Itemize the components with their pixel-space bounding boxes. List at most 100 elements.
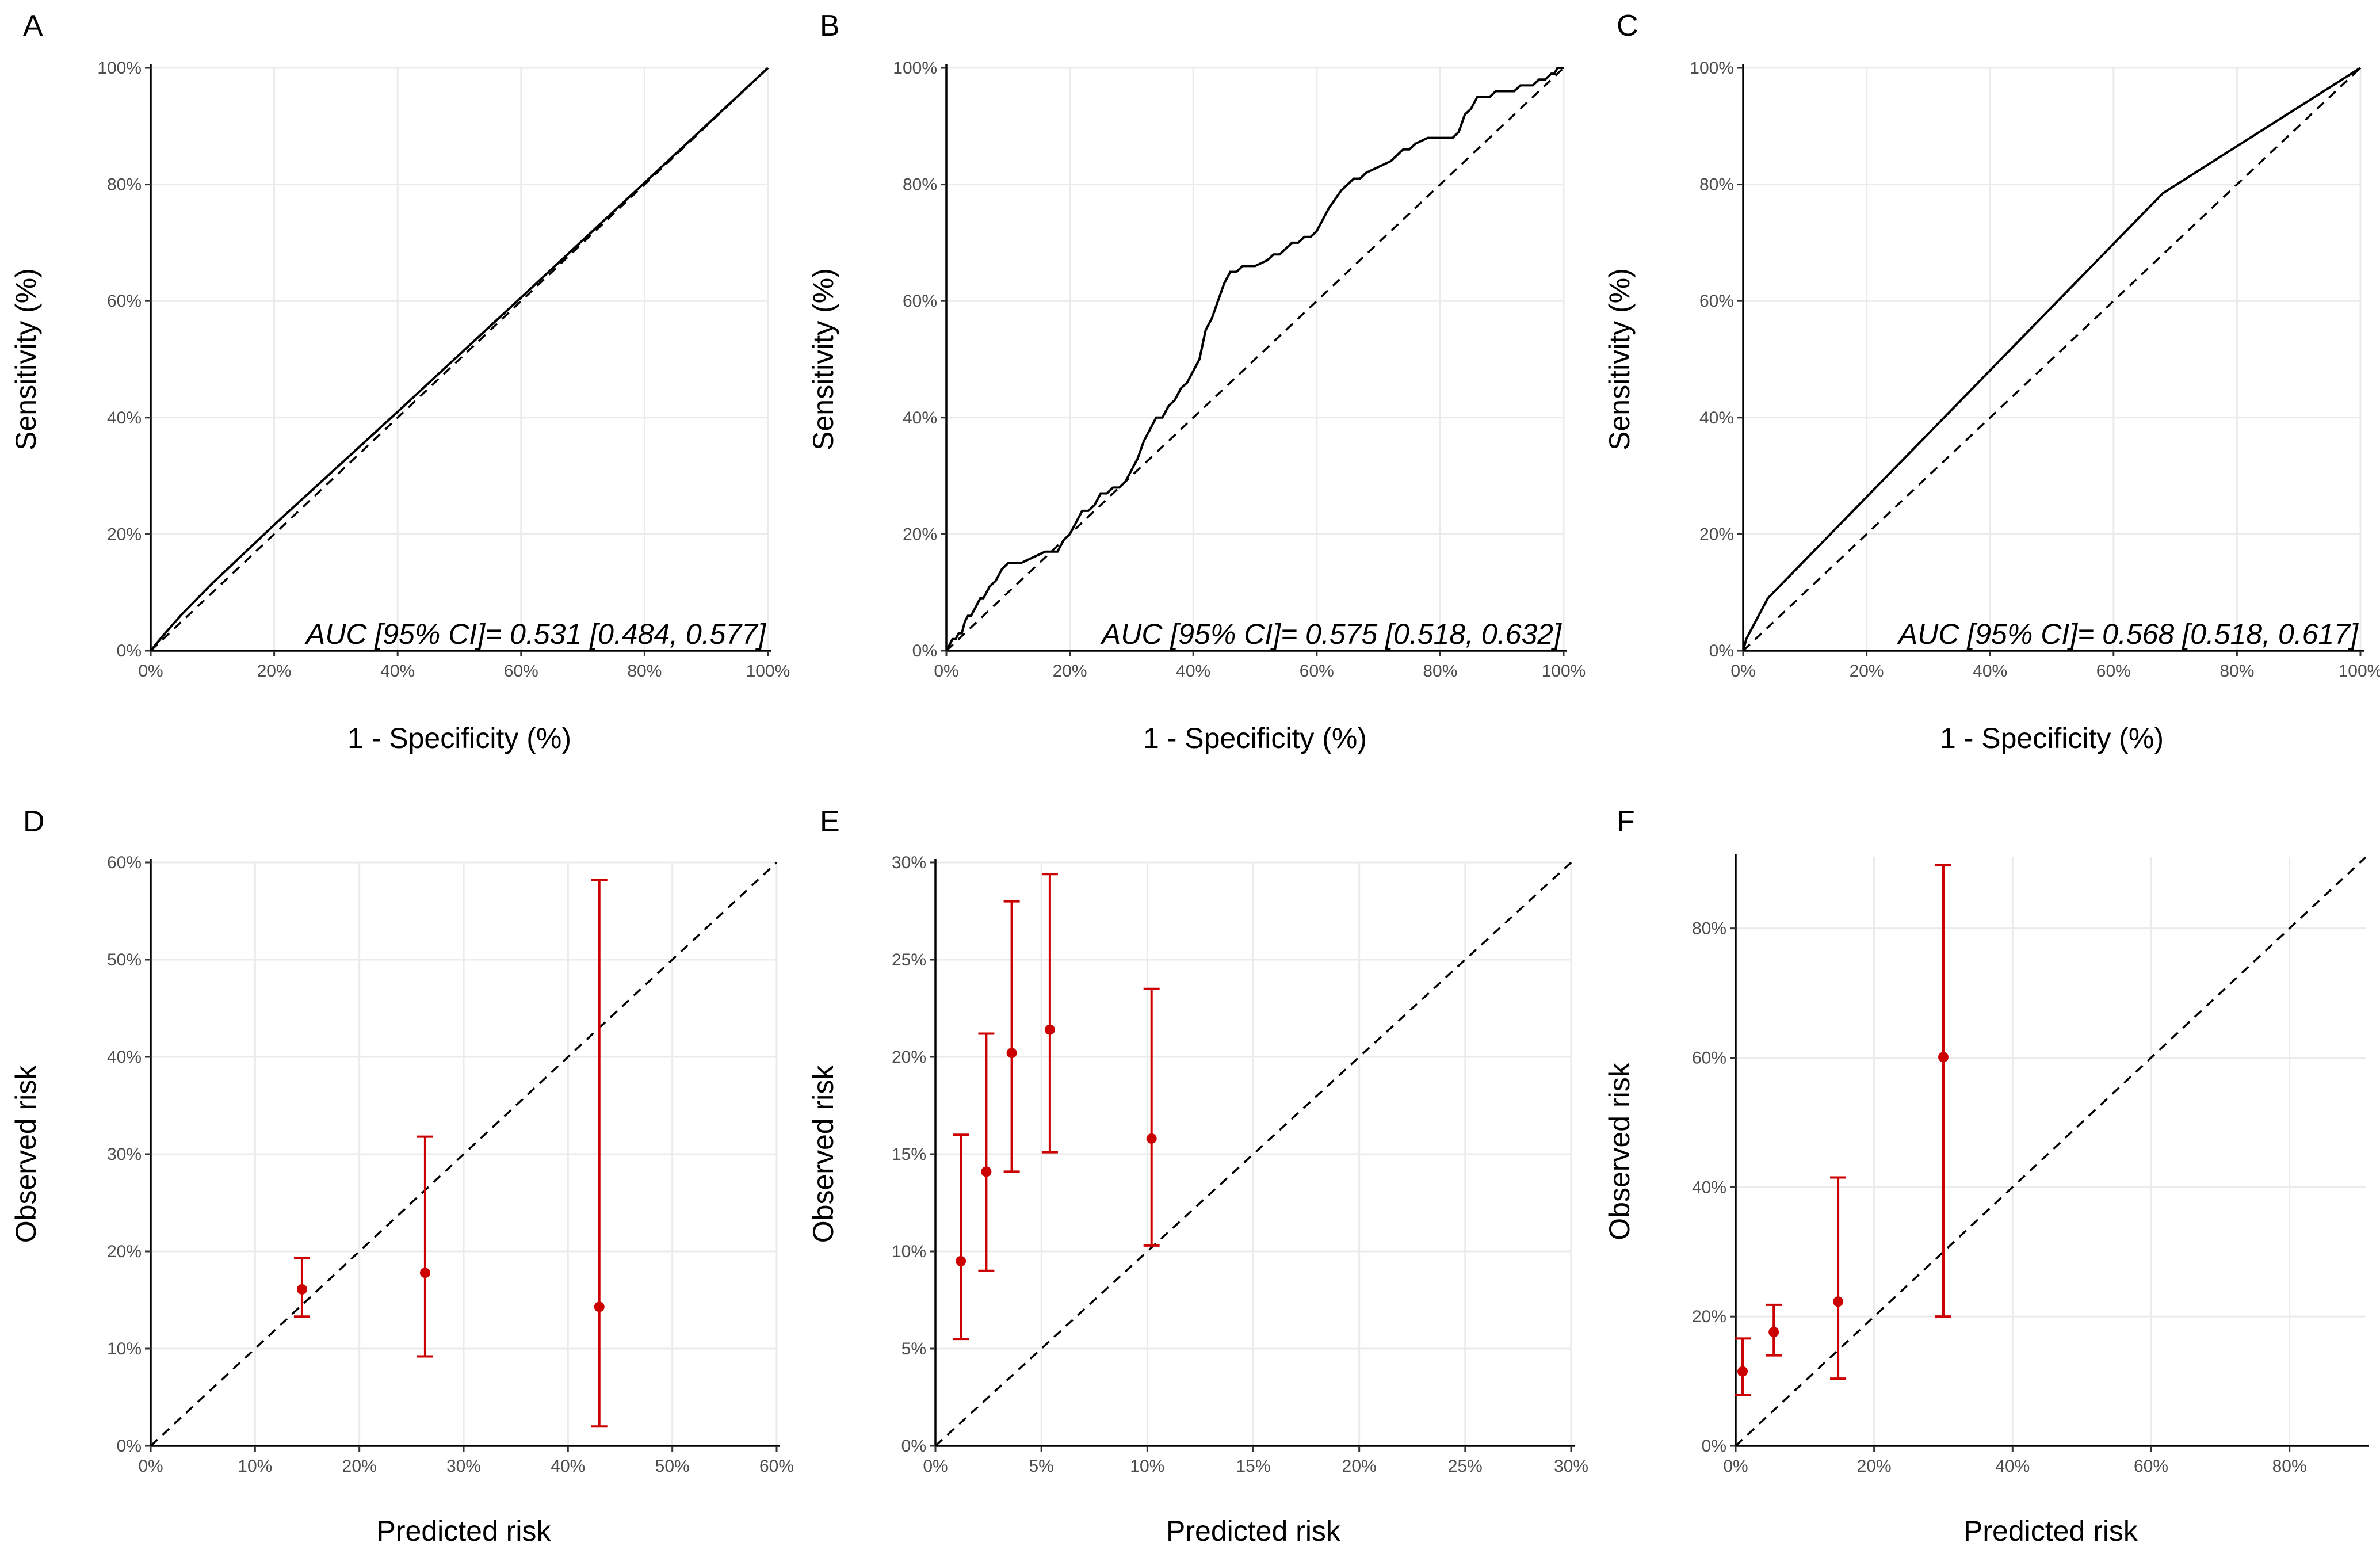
panel-f-point-1 bbox=[1766, 1303, 1782, 1357]
panel-a-x-tick-label-2: 40% bbox=[380, 662, 415, 681]
panel-f-point-3 bbox=[1935, 864, 1951, 1318]
panel-d-y-axis-title: Observed risk bbox=[10, 1065, 42, 1243]
panel-a-y-axis-title: Sensitivity (%) bbox=[10, 268, 42, 451]
panel-b-x-axis-title: 1 - Specificity (%) bbox=[1143, 722, 1367, 754]
panel-f-x-tick-label-3: 60% bbox=[2134, 1457, 2168, 1476]
panel-b-y-tick-label-4: 80% bbox=[903, 175, 937, 194]
panel-a-y-tick-label-5: 100% bbox=[97, 59, 142, 78]
panel-c-reference-line bbox=[1742, 67, 2362, 652]
panel-c-y-tick-label-1: 20% bbox=[1699, 525, 1734, 544]
panel-d-x-tick-label-0: 0% bbox=[138, 1457, 163, 1476]
panel-c-y-tick-label-4: 80% bbox=[1699, 175, 1734, 194]
panel-b-y-axis-title: Sensitivity (%) bbox=[807, 268, 839, 451]
panel-c-x-tick-label-0: 0% bbox=[1730, 662, 1755, 681]
panel-e-y-tick-label-5: 25% bbox=[892, 950, 926, 969]
panel-a-label: A bbox=[23, 9, 43, 43]
panel-c-y-tick-label-5: 100% bbox=[1690, 59, 1734, 78]
panel-b-y-tick-label-5: 100% bbox=[893, 59, 937, 78]
panel-c-roc-curve bbox=[1742, 67, 2362, 651]
panel-a-x-tick-label-1: 20% bbox=[257, 662, 292, 681]
panel-d-point-2 bbox=[591, 879, 608, 1428]
panel-a-reference-line bbox=[150, 67, 769, 652]
panel-d-x-tick-label-2: 20% bbox=[342, 1457, 377, 1476]
panel-f-y-tick-label-3: 60% bbox=[1692, 1048, 1726, 1067]
panel-e-x-tick-label-1: 5% bbox=[1029, 1457, 1053, 1476]
panel-b-x-tick-label-2: 40% bbox=[1176, 662, 1210, 681]
panel-f-y-tick-label-4: 80% bbox=[1692, 919, 1726, 938]
panel-d-y-tick-label-5: 50% bbox=[107, 950, 142, 969]
panel-c: 0% 20% 40% 60% 80% 100% 0% 20% 40% 60% 80% 100% AUC … bbox=[1603, 9, 2380, 754]
panel-c-x-tick-label-3: 60% bbox=[2096, 662, 2131, 681]
panel-b-reference-line bbox=[945, 67, 1565, 652]
panel-a: 0% 20% 40% 60% 80% 100% 0% 20% 40% 60% 80% 100% AUC … bbox=[10, 9, 790, 754]
panel-a-x-tick-label-4: 80% bbox=[627, 662, 662, 681]
panel-d-y-tick-label-4: 40% bbox=[107, 1048, 142, 1067]
panel-e-y-tick-label-1: 5% bbox=[901, 1339, 926, 1358]
panel-f-marker-0 bbox=[1737, 1366, 1748, 1377]
panel-f-x-axis-title: Predicted risk bbox=[1963, 1515, 2138, 1547]
panel-d-label: D bbox=[23, 805, 45, 838]
panel-e-point-0 bbox=[953, 1133, 969, 1341]
panel-c-x-tick-label-4: 80% bbox=[2219, 662, 2254, 681]
panel-f-x-tick-label-2: 40% bbox=[1995, 1457, 2030, 1476]
panel-d-y-tick-label-0: 0% bbox=[117, 1437, 142, 1456]
panel-e-point-3 bbox=[1041, 873, 1058, 1154]
panel-e-x-tick-label-6: 30% bbox=[1554, 1457, 1588, 1476]
panel-a-y-tick-label-1: 20% bbox=[107, 525, 142, 544]
panel-a-y-tick-label-4: 80% bbox=[107, 175, 142, 194]
panel-f-y-axis-title: Observed risk bbox=[1603, 1062, 1636, 1240]
panel-b-x-tick-label-3: 60% bbox=[1300, 662, 1334, 681]
panel-a-roc-curve bbox=[150, 67, 769, 652]
panel-c-x-axis-title: 1 - Specificity (%) bbox=[1940, 722, 2164, 754]
panel-a-x-axis-title: 1 - Specificity (%) bbox=[347, 722, 571, 754]
panel-b-y-tick-label-0: 0% bbox=[912, 642, 937, 661]
panel-f-x-tick-label-1: 20% bbox=[1857, 1457, 1892, 1476]
panel-d-marker-1 bbox=[419, 1268, 430, 1278]
panel-b-y-tick-label-1: 20% bbox=[903, 525, 937, 544]
panel-e-x-tick-label-0: 0% bbox=[923, 1457, 948, 1476]
panel-e: 0% 5% 10% 15% 20% 25% 30% 0% 5% 10% 15% 20% 25% 30% Pr… bbox=[807, 805, 1588, 1547]
panel-b-y-tick-label-3: 60% bbox=[903, 292, 937, 311]
panel-c-label: C bbox=[1617, 9, 1638, 43]
panel-b-auc-annotation: AUC [95% CI]= 0.575 [0.518, 0.632] bbox=[1100, 618, 1562, 650]
panel-f-x-tick-label-4: 80% bbox=[2272, 1457, 2307, 1476]
panel-e-marker-3 bbox=[1044, 1024, 1055, 1035]
panel-e-x-axis-title: Predicted risk bbox=[1166, 1515, 1341, 1547]
panel-d-marker-2 bbox=[594, 1301, 605, 1312]
panel-c-y-axis-title: Sensitivity (%) bbox=[1603, 268, 1636, 451]
panel-a-y-tick-label-3: 60% bbox=[107, 292, 142, 311]
panel-f-y-tick-label-2: 40% bbox=[1692, 1178, 1726, 1197]
panel-c-y-tick-label-3: 60% bbox=[1699, 292, 1734, 311]
panel-f-marker-2 bbox=[1833, 1296, 1844, 1307]
panel-e-y-axis-title: Observed risk bbox=[807, 1065, 839, 1243]
panel-d-x-tick-label-6: 60% bbox=[759, 1457, 794, 1476]
panel-a-x-tick-label-5: 100% bbox=[746, 662, 790, 681]
panel-b: 0% 20% 40% 60% 80% 100% 0% 20% 40% 60% 80% 100% AUC … bbox=[807, 9, 1586, 754]
panel-f-marker-3 bbox=[1938, 1052, 1949, 1063]
panel-d-marker-0 bbox=[296, 1284, 307, 1295]
panel-e-marker-0 bbox=[956, 1255, 966, 1266]
panel-d: 0% 10% 20% 30% 40% 50% 60% 0% 10% 20% 30% 40% 50% 60%… bbox=[10, 805, 794, 1547]
panel-e-marker-1 bbox=[981, 1166, 992, 1177]
panel-c-auc-annotation: AUC [95% CI]= 0.568 [0.518, 0.617] bbox=[1897, 618, 2359, 650]
panel-b-label: B bbox=[820, 9, 840, 43]
panel-e-x-tick-label-2: 10% bbox=[1130, 1457, 1164, 1476]
panel-e-marker-2 bbox=[1006, 1048, 1017, 1059]
panel-e-y-tick-label-6: 30% bbox=[892, 853, 926, 872]
panel-b-x-tick-label-0: 0% bbox=[934, 662, 958, 681]
panel-d-x-tick-label-1: 10% bbox=[238, 1457, 272, 1476]
panel-e-x-tick-label-3: 15% bbox=[1236, 1457, 1270, 1476]
panel-b-roc-curve bbox=[945, 67, 1564, 651]
panel-c-y-tick-label-2: 40% bbox=[1699, 409, 1734, 427]
panel-d-x-tick-label-3: 30% bbox=[446, 1457, 481, 1476]
panel-e-point-4 bbox=[1143, 987, 1160, 1247]
panel-f-marker-1 bbox=[1768, 1327, 1779, 1338]
panel-d-y-tick-label-3: 30% bbox=[107, 1145, 142, 1164]
panel-c-x-tick-label-1: 20% bbox=[1850, 662, 1884, 681]
panel-b-x-tick-label-4: 80% bbox=[1423, 662, 1457, 681]
panel-b-x-tick-label-5: 100% bbox=[1542, 662, 1586, 681]
panel-d-y-tick-label-2: 20% bbox=[107, 1242, 142, 1261]
panel-a-y-tick-label-2: 40% bbox=[107, 409, 142, 427]
panel-a-auc-annotation: AUC [95% CI]= 0.531 [0.484, 0.577] bbox=[304, 618, 766, 650]
